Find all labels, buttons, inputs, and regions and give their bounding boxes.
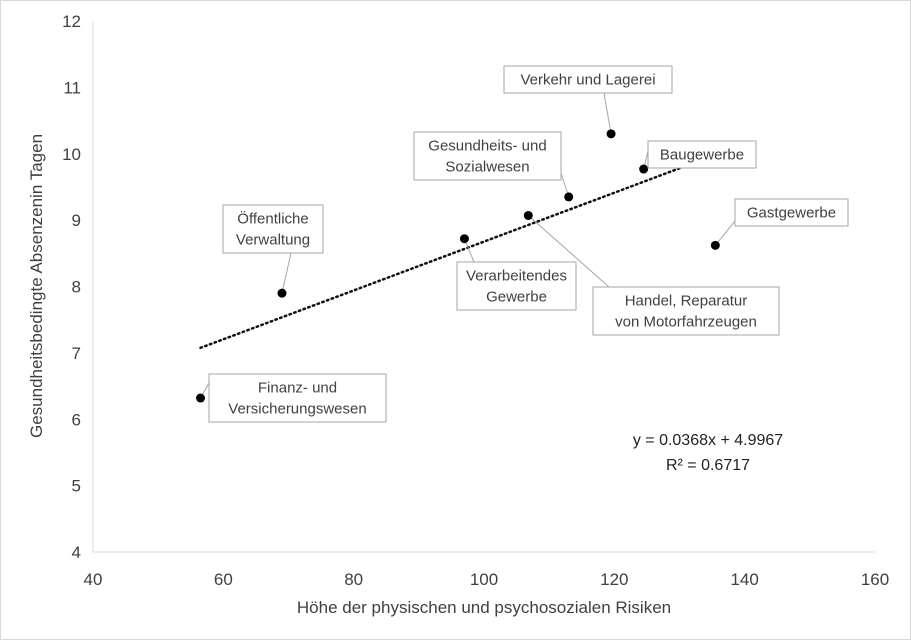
data-label-box <box>208 373 387 423</box>
data-label: Verkehr und Lagerei <box>520 72 655 89</box>
equation-text: y = 0.0368x + 4.9967 <box>633 432 783 449</box>
data-label: Öffentliche <box>237 210 308 228</box>
data-point <box>523 210 533 220</box>
data-point <box>196 393 206 403</box>
r-squared-text: R² = 0.6717 <box>666 457 750 474</box>
x-tick-label: 120 <box>600 570 628 589</box>
data-label: Baugewerbe <box>660 147 744 164</box>
data-label: von Motorfahrzeugen <box>615 314 757 331</box>
label-leader-line <box>527 215 610 288</box>
data-labels: Finanz- und Versicherungswesen Öffentliche… <box>208 65 849 423</box>
data-label-box <box>503 65 673 94</box>
data-point <box>564 192 574 202</box>
data-label-box <box>592 286 780 336</box>
data-label: Sozialwesen <box>445 159 529 176</box>
y-tick-label: 9 <box>72 211 81 230</box>
data-label-box <box>222 204 324 254</box>
y-tick-labels: 4 5 6 7 8 9 10 11 12 <box>62 12 81 562</box>
x-tick-label: 160 <box>861 570 889 589</box>
x-tick-label: 60 <box>214 570 233 589</box>
data-label: Handel, Reparatur <box>625 293 748 310</box>
data-point <box>606 129 616 139</box>
trendline <box>199 157 707 350</box>
data-point <box>459 234 469 244</box>
data-label: Finanz- und <box>258 380 337 397</box>
data-point <box>710 240 720 250</box>
data-label-box <box>456 261 577 311</box>
y-tick-label: 5 <box>72 477 81 496</box>
data-label-box <box>413 131 562 181</box>
x-tick-label: 140 <box>730 570 758 589</box>
x-tick-label: 80 <box>344 570 363 589</box>
data-point <box>639 164 649 174</box>
data-label: Verarbeitendes <box>466 268 567 285</box>
y-tick-label: 8 <box>72 278 81 297</box>
label-leader-line <box>714 220 736 246</box>
label-leader-line <box>281 252 292 294</box>
y-tick-label: 7 <box>72 344 81 363</box>
y-tick-label: 10 <box>62 145 81 164</box>
y-tick-label: 12 <box>62 12 81 31</box>
data-label: Versicherungswesen <box>228 401 366 418</box>
y-tick-label: 6 <box>72 410 81 429</box>
data-label: Gesundheits- und <box>428 138 546 155</box>
x-axis-title: Höhe der physischen und psychosozialen R… <box>297 598 671 617</box>
y-tick-label: 4 <box>72 543 81 562</box>
data-label: Verwaltung <box>236 232 310 249</box>
data-label-box <box>734 198 849 227</box>
x-tick-label: 100 <box>470 570 498 589</box>
y-tick-label: 11 <box>63 78 81 97</box>
data-label: Gastgewerbe <box>747 205 836 222</box>
data-point <box>277 288 287 298</box>
data-label-box <box>647 140 757 169</box>
y-axis-title: Gesundheitsbedingte Absenzenin Tagen <box>27 134 46 438</box>
data-points <box>196 129 720 403</box>
label-leader-line <box>603 92 612 134</box>
data-label: Gewerbe <box>486 289 547 306</box>
x-tick-labels: 40 60 80 100 120 140 160 <box>84 570 890 589</box>
x-tick-label: 40 <box>84 570 103 589</box>
